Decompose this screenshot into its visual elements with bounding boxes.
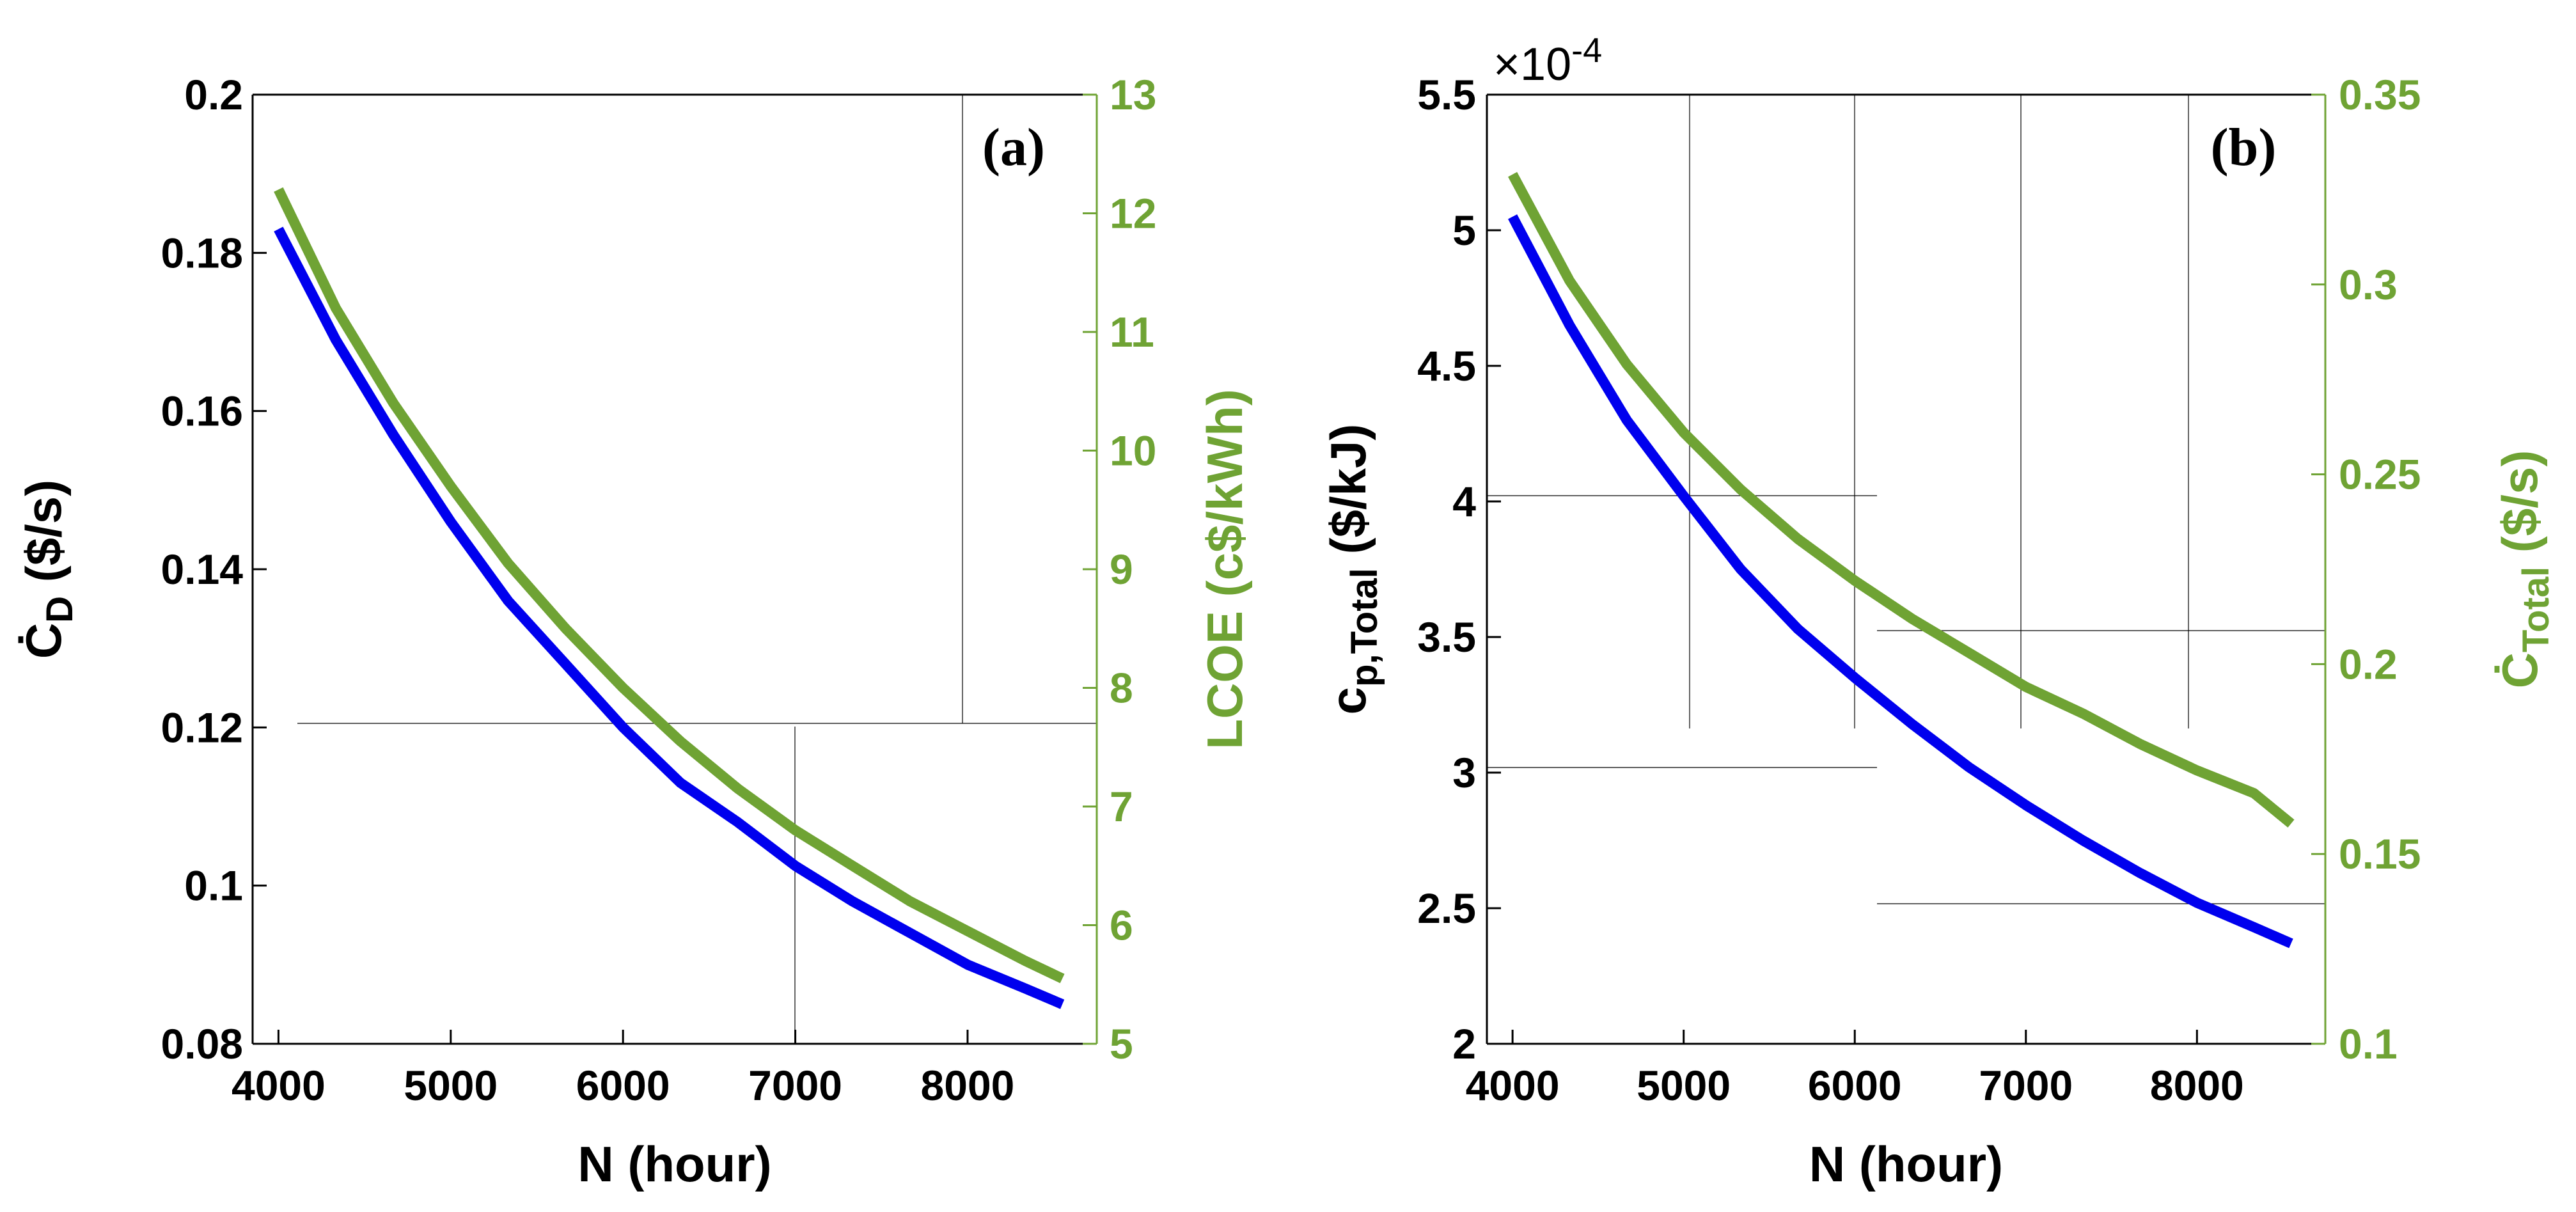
panel-b-exponent-base: ×10 bbox=[1493, 39, 1571, 90]
panel-a-right-tick-label: 6 bbox=[1110, 902, 1133, 949]
panel-a-left-tick-label: 0.2 bbox=[184, 71, 243, 118]
panel-a-x-axis-label: N (hour) bbox=[577, 1136, 771, 1192]
panel-b-left-tick-label: 2.5 bbox=[1417, 885, 1476, 932]
panel-b-x-tick-label: 8000 bbox=[2150, 1062, 2244, 1109]
panel-a-x-tick-label: 6000 bbox=[576, 1062, 670, 1109]
panel-b-right-axis-label-unit: ($/s) bbox=[2492, 450, 2548, 567]
panel-a-panel-label: (a) bbox=[982, 118, 1045, 177]
panel-b-right-axis-label: ĊTotal ($/s) bbox=[2492, 450, 2557, 689]
panel-a-x-tick-label: 7000 bbox=[748, 1062, 842, 1109]
panel-b-left-axis-label-subscript: p,Total bbox=[1344, 568, 1385, 687]
panel-a-left-axis-label-unit: ($/s) bbox=[15, 480, 72, 596]
panel-b-left-axis-label-unit: ($/kJ) bbox=[1320, 424, 1376, 568]
panel-a-x-tick-label: 8000 bbox=[921, 1062, 1015, 1109]
panel-a-right-tick-label: 7 bbox=[1110, 783, 1133, 830]
panel-b-right-tick-label: 0.25 bbox=[2339, 451, 2421, 498]
panel-a-right-tick-label: 5 bbox=[1110, 1020, 1133, 1067]
panel-a-right-axis-label: LCOE (c$/kWh) bbox=[1197, 389, 1253, 749]
panel-b-left-tick-label: 5.5 bbox=[1417, 71, 1476, 118]
panel-b-exponent-label: ×10-4 bbox=[1493, 31, 1602, 90]
panel-a-right-tick-label: 8 bbox=[1110, 665, 1133, 712]
panel-b-left-tick-label: 3.5 bbox=[1417, 613, 1476, 661]
panel-b-left-tick-label: 5 bbox=[1452, 207, 1476, 254]
panel-a-x-tick-label: 4000 bbox=[232, 1062, 326, 1109]
panel-b-series-blue-line bbox=[1508, 214, 2293, 948]
panel-b-x-tick-label: 6000 bbox=[1808, 1062, 1902, 1109]
panel-b-left-tick-label: 3 bbox=[1452, 749, 1476, 796]
panel-a-left-tick-label: 0.18 bbox=[161, 229, 243, 276]
panel-b-series-green-line bbox=[1508, 171, 2295, 828]
panel-b-right-tick-label: 0.3 bbox=[2339, 261, 2398, 308]
panel-b-x-tick-label: 7000 bbox=[1979, 1062, 2073, 1109]
panel-a-left-tick-label: 0.12 bbox=[161, 704, 243, 751]
panel-b-left-tick-label: 4.5 bbox=[1417, 342, 1476, 390]
panel-a-left-tick-label: 0.1 bbox=[184, 862, 243, 909]
panel-a-left-axis-label: ĊD ($/s) bbox=[15, 480, 81, 659]
panel-a-series-blue-line bbox=[274, 226, 1065, 1009]
panel-b-left-axis-label: cp,Total ($/kJ) bbox=[1320, 424, 1385, 715]
panel-a-left-tick-label: 0.14 bbox=[161, 546, 244, 593]
panel-b-panel-label: (b) bbox=[2211, 118, 2277, 177]
panel-b-right-axis-label-subscript: Total bbox=[2515, 567, 2557, 652]
panel-b-right-tick-label: 0.2 bbox=[2339, 640, 2398, 688]
panel-b-exponent-power: -4 bbox=[1571, 31, 1602, 70]
panel-a-right-tick-label: 9 bbox=[1110, 546, 1133, 593]
panel-b-x-axis-label: N (hour) bbox=[1809, 1136, 2003, 1192]
panel-b-right-axis-label-symbol: Ċ bbox=[2492, 652, 2548, 688]
panel-b-left-axis-label-symbol: c bbox=[1320, 687, 1376, 714]
panel-a-right-tick-label: 10 bbox=[1110, 427, 1156, 475]
panel-b-right-tick-label: 0.15 bbox=[2339, 830, 2421, 878]
panel-a-x-tick-label: 5000 bbox=[404, 1062, 498, 1109]
panel-a-left-tick-label: 0.16 bbox=[161, 388, 243, 435]
panel-b-x-tick-label: 4000 bbox=[1466, 1062, 1560, 1109]
panel-a-left-axis-label-subscript: D bbox=[39, 596, 81, 623]
panel-a-left-axis-label-symbol: Ċ bbox=[15, 623, 72, 659]
panel-a-right-tick-label: 13 bbox=[1110, 71, 1156, 118]
panel-a-right-tick-label: 12 bbox=[1110, 190, 1156, 237]
panel-b-left-tick-label: 4 bbox=[1452, 478, 1476, 525]
panel-b-x-tick-label: 5000 bbox=[1637, 1062, 1731, 1109]
panel-a-series-green-line bbox=[274, 187, 1065, 984]
panel-b-left-tick-label: 2 bbox=[1452, 1020, 1476, 1067]
panel-b-right-tick-label: 0.35 bbox=[2339, 71, 2421, 118]
panel-a-right-tick-label: 11 bbox=[1110, 308, 1154, 356]
panel-b-right-tick-label: 0.1 bbox=[2339, 1020, 2398, 1067]
panel-a-left-tick-label: 0.08 bbox=[161, 1020, 243, 1067]
